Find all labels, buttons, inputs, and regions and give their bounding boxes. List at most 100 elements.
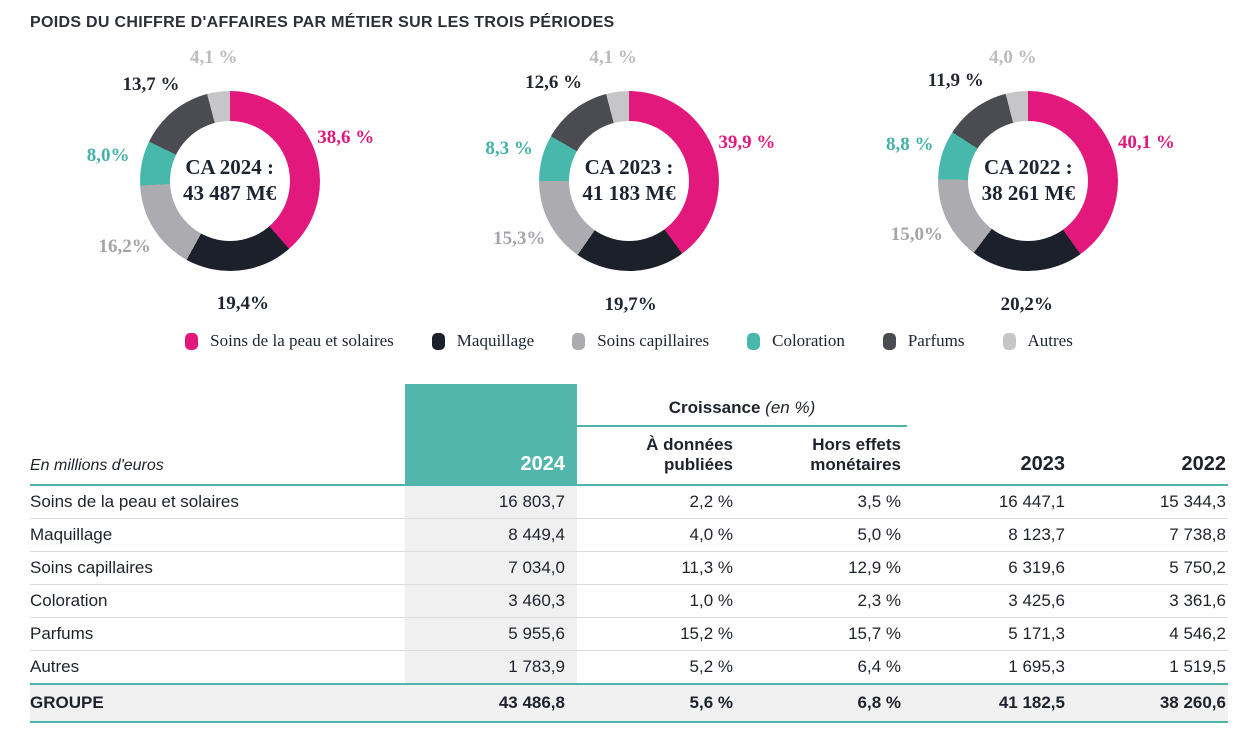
cell-growth-published: 15,2 % — [577, 617, 739, 652]
column-header-2023: 2023 — [907, 384, 1067, 487]
segment-label-soins-capillaires-2023: 15,3% — [493, 227, 546, 249]
cell-2022: 5 750,2 — [1067, 551, 1228, 586]
cell-2024: 8 449,4 — [405, 518, 577, 553]
cell-2024: 7 034,0 — [405, 551, 577, 586]
table-row-soins-capillaires: Soins capillaires 7 034,0 11,3 % 12,9 % 6 31… — [30, 551, 1228, 586]
legend-swatch-icon — [572, 332, 586, 350]
table-row-parfums: Parfums 5 955,6 15,2 % 15,7 % 5 171,3 4 546,2 — [30, 617, 1228, 652]
legend-label: Soins capillaires — [597, 331, 710, 350]
donut-ring-2022: CA 2022 :38 261 M€ — [938, 91, 1119, 271]
donut-chart-2022: CA 2022 :38 261 M€ 40,1 % 20,2% 15,0% 8,8 % 1… — [829, 46, 1228, 328]
revenue-table: En millions d'euros 2024 Croissance (en … — [30, 384, 1228, 724]
donut-center-value: 43 487 M€ — [182, 181, 277, 205]
segment-label-coloration-2022: 8,8 % — [885, 133, 934, 155]
table-row-maquillage: Maquillage 8 449,4 4,0 % 5,0 % 8 123,7 7 738,… — [30, 518, 1228, 553]
segment-label-soins-capillaires-2022: 15,0% — [890, 224, 943, 246]
cell-2022: 4 546,2 — [1067, 617, 1228, 652]
cell-growth-fx: 2,3 % — [739, 584, 907, 619]
cell-2024: 1 783,9 — [405, 650, 577, 685]
total-row-label: GROUPE — [30, 683, 405, 724]
segment-label-soins-capillaires-2024: 16,2% — [98, 235, 151, 257]
legend-label: Soins de la peau et solaires — [210, 331, 394, 350]
segment-label-autres-2023: 4,1 % — [589, 47, 637, 68]
cell-growth-published: 2,2 % — [577, 485, 739, 520]
segment-label-soins-de-la-peau-et-solaires-2022: 40,1 % — [1117, 132, 1175, 154]
cell-2023: 16 447,1 — [907, 485, 1067, 520]
row-label: Parfums — [30, 617, 405, 652]
column-header-hors-effets-monetaires: Hors effets monétaires — [739, 426, 907, 487]
segment-label-coloration-2024: 8,0% — [86, 145, 130, 167]
cell-2024: 5 955,6 — [405, 617, 577, 652]
segment-label-parfums-2023: 12,6 % — [525, 71, 583, 93]
sub-header-line: publiées — [664, 455, 733, 475]
donut-chart-2024: CA 2024 :43 487 M€ 38,6 % 19,4% 16,2% 8,0% 13… — [30, 46, 429, 328]
total-cell-2024: 43 486,8 — [405, 683, 577, 724]
segment-label-maquillage-2024: 19,4% — [216, 293, 269, 315]
cell-growth-fx: 15,7 % — [739, 617, 907, 652]
sub-header-line: À données — [646, 435, 733, 454]
row-label: Soins capillaires — [30, 551, 405, 586]
donut-center-title: CA 2022 : — [983, 155, 1073, 180]
column-header-donnees-publiees: À données publiées — [577, 426, 739, 487]
segment-label-autres-2024: 4,1 % — [190, 47, 238, 68]
legend-swatch-icon — [185, 332, 199, 350]
row-label: Soins de la peau et solaires — [30, 485, 405, 520]
donut-ring-2023: CA 2023 :41 183 M€ — [538, 91, 719, 271]
donut-charts-row: CA 2024 :43 487 M€ 38,6 % 19,4% 16,2% 8,0% 13… — [30, 46, 1228, 328]
cell-2022: 15 344,3 — [1067, 485, 1228, 520]
total-cell-2023: 41 182,5 — [907, 683, 1067, 724]
legend-swatch-icon — [1002, 332, 1016, 350]
table-row-coloration: Coloration 3 460,3 1,0 % 2,3 % 3 425,6 3 361,… — [30, 584, 1228, 619]
cell-growth-fx: 6,4 % — [739, 650, 907, 685]
donut-center-value: 38 261 M€ — [981, 181, 1075, 205]
legend-item-coloration: Coloration — [747, 331, 845, 351]
cell-2022: 7 738,8 — [1067, 518, 1228, 553]
legend-swatch-icon — [431, 332, 445, 350]
cell-growth-published: 11,3 % — [577, 551, 739, 586]
legend-label: Coloration — [772, 331, 845, 350]
legend-item-autres: Autres — [1002, 331, 1073, 351]
table-total-row: GROUPE 43 486,8 5,6 % 6,8 % 41 182,5 38 … — [30, 683, 1228, 724]
row-label: Coloration — [30, 584, 405, 619]
column-header-2022: 2022 — [1067, 384, 1228, 487]
segment-label-parfums-2022: 11,9 % — [927, 69, 984, 91]
croissance-unit-suffix: (en %) — [760, 398, 816, 417]
total-cell-2022: 38 260,6 — [1067, 683, 1228, 724]
row-label: Maquillage — [30, 518, 405, 553]
table-row-autres: Autres 1 783,9 5,2 % 6,4 % 1 695,3 1 519,5 — [30, 650, 1228, 685]
legend-item-soins-de-la-peau-et-solaires: Soins de la peau et solaires — [185, 331, 394, 351]
cell-growth-fx: 12,9 % — [739, 551, 907, 586]
total-cell-growth-published: 5,6 % — [577, 683, 739, 724]
segment-label-soins-de-la-peau-et-solaires-2024: 38,6 % — [317, 126, 375, 148]
table-unit-label: En millions d'euros — [30, 384, 405, 487]
row-label: Autres — [30, 650, 405, 685]
donut-center-title: CA 2023 : — [584, 155, 674, 180]
chart-legend: Soins de la peau et solaires Maquillage So… — [30, 328, 1228, 354]
cell-2024: 3 460,3 — [405, 584, 577, 619]
column-header-2024: 2024 — [405, 384, 577, 487]
page-title: POIDS DU CHIFFRE D'AFFAIRES PAR MÉTIER S… — [30, 14, 615, 31]
legend-label: Maquillage — [456, 331, 535, 350]
legend-item-soins-capillaires: Soins capillaires — [572, 331, 709, 351]
cell-growth-fx: 3,5 % — [739, 485, 907, 520]
croissance-title: Croissance — [668, 398, 761, 417]
segment-label-maquillage-2022: 20,2% — [1000, 294, 1053, 315]
segment-label-autres-2022: 4,0 % — [989, 47, 1037, 68]
table-row-soins-de-la-peau-et-solaires: Soins de la peau et solaires 16 803,7 2,2 … — [30, 485, 1228, 520]
sub-header-line: monétaires — [810, 455, 901, 475]
cell-growth-published: 5,2 % — [577, 650, 739, 685]
table-header: En millions d'euros 2024 Croissance (en … — [30, 384, 1228, 487]
cell-growth-published: 1,0 % — [577, 584, 739, 619]
legend-label: Autres — [1027, 331, 1073, 350]
donut-center-2024: CA 2024 :43 487 M€ — [169, 121, 290, 241]
donut-center-title: CA 2024 : — [185, 155, 274, 180]
donut-center-2023: CA 2023 :41 183 M€ — [568, 121, 689, 241]
column-group-croissance: Croissance (en %) — [577, 384, 907, 427]
legend-label: Parfums — [907, 331, 965, 350]
segment-label-coloration-2023: 8,3 % — [485, 138, 533, 160]
cell-growth-published: 4,0 % — [577, 518, 739, 553]
cell-2022: 3 361,6 — [1067, 584, 1228, 619]
segment-label-maquillage-2023: 19,7% — [604, 294, 657, 315]
cell-2022: 1 519,5 — [1067, 650, 1228, 685]
